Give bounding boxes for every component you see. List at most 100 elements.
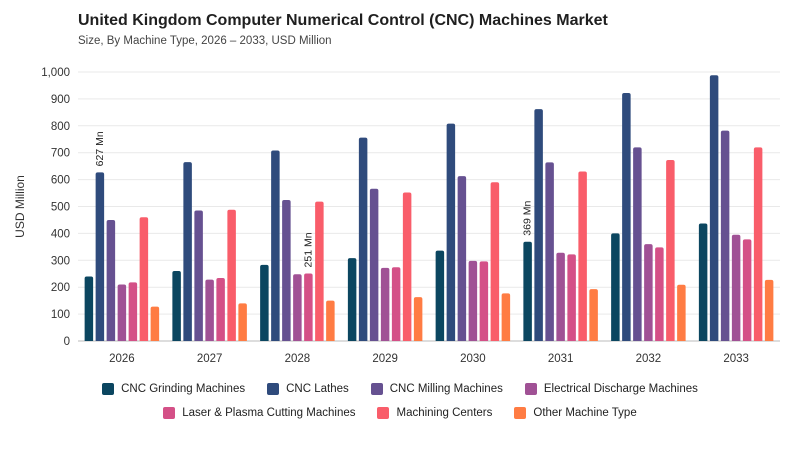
bar [698,223,708,341]
bar [216,278,225,341]
bar [260,264,269,341]
y-tick-label: 800 [51,121,70,133]
legend-swatch [377,407,390,419]
bar [347,258,357,341]
y-tick-label: 400 [51,228,70,240]
bar [117,284,127,341]
data-labels: 627 Mn 251 Mn 369 Mn [94,131,534,267]
legend-label: Machining Centers [396,407,493,419]
legend-item: CNC Lathes [267,383,349,395]
legend-label: CNC Grinding Machines [121,383,246,395]
legend-swatch [102,383,115,395]
bar [358,137,368,341]
bar [523,241,532,341]
bar [106,219,116,341]
chart-title: United Kingdom Computer Numerical Contro… [78,12,608,29]
legend-item: CNC Grinding Machines [102,383,245,395]
bar [172,271,181,341]
y-tick-label: 100 [51,309,70,321]
bar [95,172,105,341]
bar [731,234,741,341]
legend-row: CNC Grinding Machines CNC Lathes CNC Milli… [0,383,800,395]
legend-label: CNC Lathes [286,383,349,395]
bar [764,279,774,341]
bar [753,147,763,341]
bar [84,276,94,341]
y-tick-label: 200 [51,282,70,294]
y-tick-label: 900 [51,94,70,106]
legend-item: Other Machine Type [514,407,637,419]
data-label: 627 Mn [94,131,106,166]
bar-chart: 0 100 200 300 400 500 600 700 800 900 1,000 USD Mil… [13,67,780,365]
bar [435,250,445,341]
legend-item: Electrical Discharge Machines [524,383,698,395]
x-tick-label: 2028 [285,353,311,365]
y-tick-label: 500 [51,202,70,214]
bar [578,171,587,341]
bar [742,239,752,341]
legend-swatch [163,407,176,419]
y-tick-label: 700 [51,148,70,160]
legend-row: Laser & Plasma Cutting Machines Machining… [0,407,800,419]
bar [468,260,478,341]
bar [479,261,489,341]
bar [709,75,719,341]
bar [183,162,192,341]
bar [622,92,631,342]
chart-subtitle: Size, By Machine Type, 2026 – 2033, USD … [78,35,332,47]
y-tick-label: 600 [51,175,70,187]
bar [150,306,160,341]
x-tick-label: 2033 [723,353,749,365]
legend-label: Electrical Discharge Machines [543,383,698,395]
bar [369,188,379,341]
bar [501,293,511,341]
legend-swatch [370,383,383,395]
legend-swatch [514,407,527,419]
bar [128,282,138,341]
bar [293,274,302,341]
legend-swatch [524,383,537,395]
bar [611,233,620,341]
y-tick-label: 0 [64,336,70,348]
bar [490,182,500,341]
bar [534,109,543,341]
bar [282,200,291,341]
legend-label: Other Machine Type [533,407,637,419]
bar [380,267,390,341]
bars [84,75,774,342]
bar [238,303,247,341]
bar [457,176,467,341]
x-tick-label: 2026 [109,353,135,365]
bar [227,209,236,341]
bar [446,123,456,341]
bar [644,244,653,341]
bar [205,279,214,341]
bar [677,284,686,341]
y-tick-label: 1,000 [41,67,70,79]
legend-item: Laser & Plasma Cutting Machines [163,407,355,419]
legend-item: CNC Milling Machines [370,383,503,395]
bar [304,273,313,341]
bar [413,297,423,341]
bar [589,289,598,341]
bar [545,162,554,341]
bar [326,300,335,341]
bar [315,201,324,341]
bar [402,192,412,341]
bar [556,252,565,341]
legend: CNC Grinding Machines CNC Lathes CNC Milli… [0,383,800,431]
y-tick-label: 300 [51,255,70,267]
bar [139,217,149,341]
bar [666,159,675,341]
data-label: 369 Mn [522,201,534,236]
x-tick-label: 2030 [460,353,486,365]
bar [567,254,576,341]
y-axis-title: USD Million [13,175,27,238]
bar [391,267,401,341]
bar [194,210,203,341]
data-label: 251 Mn [302,232,314,267]
legend-label: CNC Milling Machines [389,383,503,395]
bar [633,147,642,341]
legend-item: Machining Centers [377,407,492,419]
